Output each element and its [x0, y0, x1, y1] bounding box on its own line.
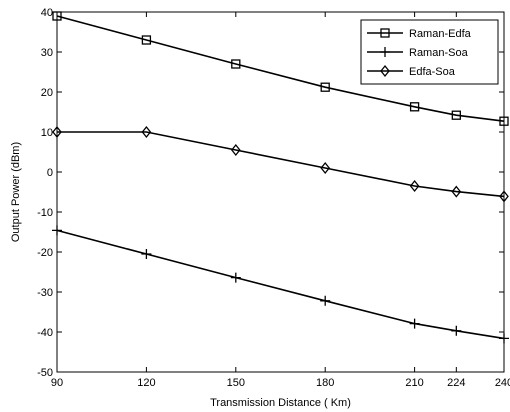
data-point-raman-soa	[499, 333, 509, 344]
x-tick-label: 120	[137, 377, 155, 389]
x-axis: 90 120 150 180 210 224 240	[51, 12, 510, 389]
data-point-raman-edfa	[231, 59, 241, 69]
series-raman-soa	[52, 225, 509, 344]
y-axis-label: Output Power (dBm)	[10, 142, 22, 242]
legend-entry-raman-edfa: Raman-Edfa	[409, 28, 472, 40]
data-point-raman-soa	[52, 225, 62, 236]
series-line-raman-edfa	[56, 15, 505, 122]
series-raman-edfa	[52, 11, 509, 126]
y-tick-label: 20	[41, 87, 53, 99]
legend-marker-raman-soa	[380, 47, 390, 57]
data-point-raman-edfa	[52, 11, 62, 21]
y-tick-label: 10	[41, 127, 53, 139]
data-point-edfa-soa	[499, 190, 509, 203]
legend-marker-edfa-soa	[380, 64, 390, 78]
data-point-raman-soa	[320, 295, 331, 306]
y-tick-label: -10	[37, 207, 53, 219]
legend-entry-raman-soa: Raman-Soa	[409, 47, 469, 59]
x-axis-label: Transmission Distance ( Km)	[210, 397, 351, 409]
data-point-edfa-soa	[451, 185, 462, 198]
series-layer	[52, 11, 509, 344]
y-axis: -50 -40 -30 -20 -10 0 10 20 30 40	[37, 7, 504, 379]
x-tick-label: 224	[447, 377, 465, 389]
data-point-raman-edfa	[141, 35, 152, 45]
series-line-edfa-soa	[57, 131, 505, 198]
data-point-raman-soa	[409, 318, 420, 329]
data-point-edfa-soa	[409, 179, 420, 193]
legend-marker-raman-edfa	[380, 28, 390, 38]
x-tick-label: 150	[227, 377, 245, 389]
x-tick-label: 90	[51, 377, 63, 389]
data-point-raman-soa	[451, 325, 462, 336]
data-point-raman-edfa	[451, 110, 461, 120]
legend-entry-edfa-soa: Edfa-Soa	[409, 66, 456, 78]
y-tick-label: 0	[47, 167, 53, 179]
data-point-raman-soa	[230, 272, 241, 283]
y-tick-label: 40	[41, 7, 53, 19]
x-tick-label: 240	[495, 377, 510, 389]
legend: Raman-Edfa Raman-Soa Edfa-Soa	[360, 19, 499, 85]
data-point-raman-edfa	[320, 82, 330, 92]
x-tick-label: 180	[316, 377, 334, 389]
series-edfa-soa	[52, 125, 509, 203]
data-point-raman-edfa	[409, 102, 420, 112]
y-tick-label: -50	[37, 367, 53, 379]
y-tick-label: -20	[37, 247, 53, 259]
data-point-raman-edfa	[499, 116, 509, 126]
y-tick-label: -30	[37, 287, 53, 299]
data-point-edfa-soa	[141, 125, 152, 139]
data-point-edfa-soa	[320, 161, 331, 175]
y-tick-label: -40	[37, 327, 53, 339]
data-point-edfa-soa	[230, 143, 241, 157]
x-tick-label: 210	[405, 377, 423, 389]
data-point-edfa-soa	[52, 125, 62, 139]
data-point-raman-soa	[141, 249, 152, 259]
y-tick-label: 30	[41, 47, 53, 59]
